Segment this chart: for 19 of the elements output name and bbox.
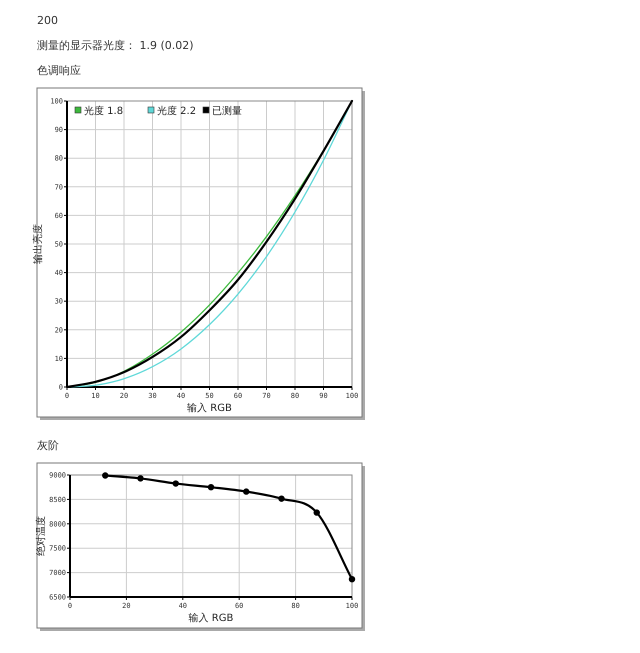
chart-title: 灰阶 xyxy=(37,439,59,452)
point xyxy=(102,472,108,479)
text: 测量的显示器光度： 1.9 (0.02) xyxy=(37,39,194,52)
x-axis-title: 输入 RGB xyxy=(188,612,234,624)
legend-label: 已测量 xyxy=(212,105,242,117)
text: 200 xyxy=(37,14,58,27)
point xyxy=(172,480,179,487)
y-axis-title: 输出亮度 xyxy=(32,224,44,264)
point xyxy=(243,488,250,495)
point xyxy=(278,495,285,502)
legend-label: 光度 2.2 xyxy=(157,105,196,117)
y-axis-title: 绝对温度 xyxy=(35,516,47,556)
point xyxy=(314,509,320,516)
point xyxy=(208,484,214,490)
point xyxy=(348,576,356,582)
point xyxy=(137,475,144,482)
legend-label: 光度 1.8 xyxy=(84,105,124,117)
chart-title: 色调响应 xyxy=(37,64,81,77)
x-axis-title: 输入 RGB xyxy=(187,402,232,414)
